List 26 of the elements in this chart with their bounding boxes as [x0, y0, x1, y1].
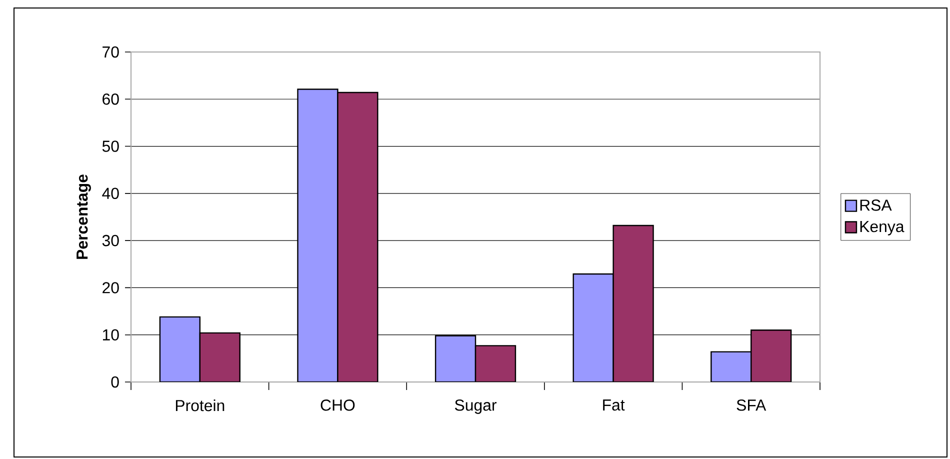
x-tick-label: Fat [603, 399, 625, 411]
y-tick-label: 40 [102, 188, 119, 200]
bar [572, 273, 614, 382]
bar [750, 330, 792, 382]
y-tick-label: 70 [102, 46, 119, 58]
y-axis-title: Percentage [76, 174, 91, 259]
y-tick-label: 10 [102, 329, 119, 340]
bar [474, 345, 516, 382]
y-tick-label: 0 [111, 376, 119, 388]
bar [297, 88, 338, 382]
legend-label: RSA [860, 200, 892, 211]
y-tick-label: 20 [102, 282, 119, 294]
bar [159, 316, 201, 382]
x-tick-label: Protein [176, 400, 224, 412]
bar [434, 335, 476, 382]
y-tick-label: 30 [102, 234, 119, 246]
bar [710, 351, 752, 382]
x-tick-label: Sugar [454, 400, 497, 414]
legend-label: Kenya [860, 221, 904, 236]
x-tick-label: CHO [320, 400, 355, 411]
x-tick-label: SFA [736, 400, 766, 411]
bar [199, 332, 240, 382]
bar [337, 92, 378, 382]
bar [612, 224, 654, 382]
y-tick-label: 60 [102, 93, 119, 105]
y-tick-label: 50 [102, 140, 119, 152]
